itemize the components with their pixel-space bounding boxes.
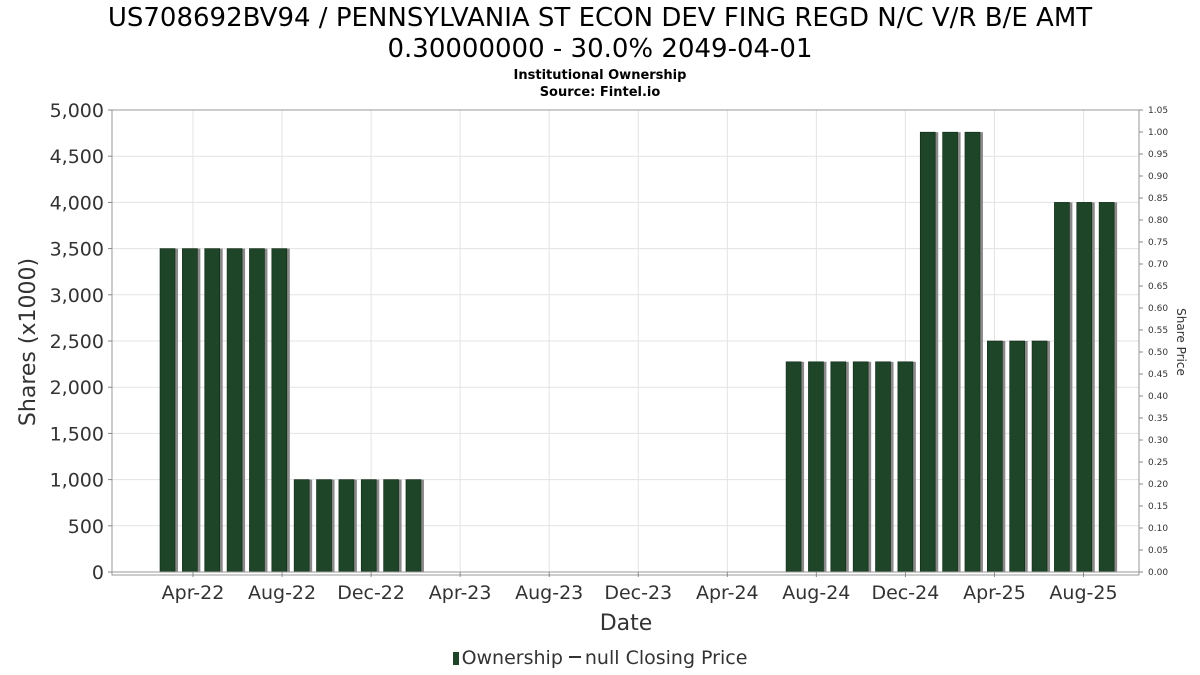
ownership-bar: [987, 340, 1003, 573]
y2-tick-label: 0.40: [1148, 392, 1168, 402]
y2-tick-label: 0.75: [1148, 238, 1168, 248]
y2-tick-label: 0.65: [1148, 282, 1168, 292]
y-axis-label: Shares (x1000): [16, 258, 41, 426]
ownership-bar: [852, 361, 869, 573]
ownership-bar: [1076, 202, 1093, 573]
y-tick-label: 1,000: [50, 470, 104, 492]
y2-axis-ticks: 0.00 0.05 0.10 0.15 0.20 0.25 0.30 0.35 0.40 0.45…: [1139, 106, 1168, 578]
y2-tick-label: 1.05: [1148, 106, 1168, 116]
y2-tick-label: 0.55: [1148, 326, 1168, 336]
chart-title-line-1: US708692BV94 / PENNSYLVANIA ST ECON DEV …: [107, 3, 1093, 33]
y-tick-label: 4,000: [50, 192, 104, 214]
ownership-bar: [808, 361, 824, 573]
y2-tick-label: 0.10: [1148, 524, 1168, 534]
ownership-bar: [226, 248, 243, 573]
y-axis-ticks: 0 500 1,000 1,500 2,000 2,500 3,000 3,500 4,000 4…: [50, 100, 112, 584]
legend-ownership-label: Ownership: [461, 647, 563, 669]
y-tick-label: 2,000: [50, 377, 104, 399]
y-tick-label: 3,000: [50, 285, 104, 307]
x-axis-label: Date: [600, 611, 653, 636]
x-axis-ticks: Apr-22 Aug-22 Dec-22 Apr-23 Aug-23 Dec-23 Apr-…: [112, 571, 1139, 604]
ownership-bar: [182, 248, 198, 573]
y2-tick-label: 0.50: [1148, 348, 1168, 358]
y2-tick-label: 0.95: [1148, 150, 1168, 160]
ownership-bar: [316, 479, 332, 573]
ownership-bar: [360, 479, 377, 573]
ownership-bar: [159, 248, 176, 573]
y-tick-label: 0: [92, 562, 104, 584]
y-tick-label: 500: [68, 516, 104, 538]
y2-tick-label: 1.00: [1148, 128, 1168, 138]
y2-tick-label: 0.70: [1148, 260, 1168, 270]
ownership-bar: [249, 248, 265, 573]
ownership-bar: [383, 479, 399, 573]
x-tick-label: Aug-22: [248, 582, 316, 604]
y2-tick-label: 0.45: [1148, 370, 1168, 380]
ownership-bar: [338, 479, 355, 573]
chart-title-line-2: 0.30000000 - 30.0% 2049-04-01: [387, 34, 813, 64]
x-tick-label: Aug-25: [1049, 582, 1117, 604]
chart-subtitle: Institutional Ownership: [513, 68, 687, 83]
plot-frame: [111, 109, 1140, 576]
y-tick-label: 4,500: [50, 146, 104, 168]
y2-tick-label: 0.80: [1148, 216, 1168, 226]
y2-tick-label: 0.25: [1148, 458, 1168, 468]
y-tick-label: 1,500: [50, 423, 104, 445]
y-tick-label: 2,500: [50, 331, 104, 353]
y2-axis-label: Share Price: [1174, 308, 1188, 376]
x-tick-label: Apr-25: [963, 582, 1026, 604]
x-tick-label: Apr-22: [162, 582, 225, 604]
ownership-bar: [830, 361, 847, 573]
y2-tick-label: 0.85: [1148, 194, 1168, 204]
ownership-bars: [159, 131, 1118, 573]
y2-tick-label: 0.00: [1148, 568, 1168, 578]
x-tick-label: Apr-24: [696, 582, 759, 604]
ownership-bar: [785, 361, 802, 573]
ownership-bar: [1054, 202, 1070, 573]
y2-tick-label: 0.20: [1148, 480, 1168, 490]
ownership-bar: [897, 361, 914, 573]
x-tick-label: Dec-24: [871, 582, 939, 604]
ownership-bar: [875, 361, 891, 573]
x-tick-label: Aug-24: [782, 582, 850, 604]
ownership-bar: [1031, 340, 1048, 573]
y2-tick-label: 0.30: [1148, 436, 1168, 446]
chart-legend: Ownership null Closing Price: [0, 647, 1200, 669]
x-tick-label: Aug-23: [515, 582, 583, 604]
ownership-bar: [405, 479, 422, 573]
y2-tick-label: 0.90: [1148, 172, 1168, 182]
ownership-bar: [1009, 340, 1025, 573]
ownership-bar: [271, 248, 288, 573]
ownership-bar: [964, 131, 981, 573]
ownership-legend-swatch: [452, 652, 459, 665]
x-tick-label: Dec-23: [604, 582, 672, 604]
closing-price-legend-line: [568, 656, 581, 658]
y-tick-label: 3,500: [50, 239, 104, 261]
ownership-bar: [293, 479, 310, 573]
y2-tick-label: 0.05: [1148, 546, 1168, 556]
ownership-bar: [942, 131, 958, 573]
x-tick-label: Apr-23: [429, 582, 492, 604]
chart-source: Source: Fintel.io: [539, 85, 661, 100]
y2-tick-label: 0.35: [1148, 414, 1168, 424]
y2-tick-label: 0.15: [1148, 502, 1168, 512]
legend-price-label: null Closing Price: [584, 647, 748, 669]
y2-tick-label: 0.60: [1148, 304, 1168, 314]
x-tick-label: Dec-22: [337, 582, 405, 604]
ownership-bar: [204, 248, 221, 573]
ownership-bar: [919, 131, 936, 573]
ownership-bar: [1098, 202, 1115, 573]
y-tick-label: 5,000: [50, 100, 104, 122]
